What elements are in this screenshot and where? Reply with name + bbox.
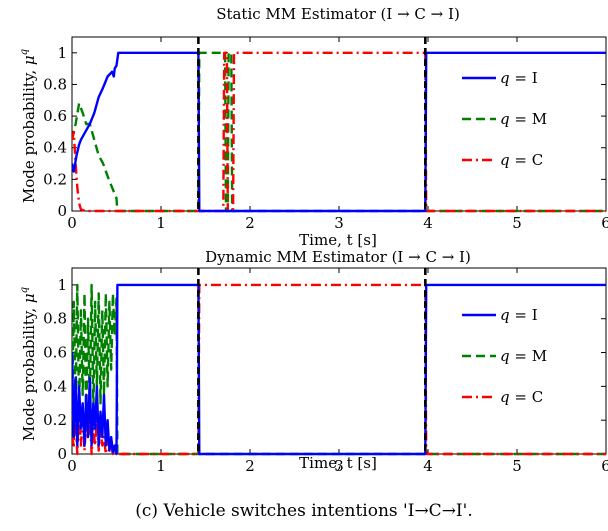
y-tick-label: 0.2: [43, 170, 67, 188]
y-tick-label: 1: [57, 44, 67, 62]
dynamic-y-axis-label-text: Mode probability, μq: [19, 287, 38, 441]
series-I-line: [72, 283, 606, 456]
legend-label-C: q = C: [500, 151, 543, 169]
x-tick-label: 1: [156, 214, 166, 232]
legend: q = I q = M q = C: [462, 69, 547, 169]
series-group: [72, 283, 606, 456]
y-tick-label: 0.4: [43, 377, 67, 395]
mu-symbol: μ: [20, 293, 38, 303]
x-tick-label: 2: [245, 214, 255, 232]
dynamic-x-axis-label: Time, t [s]: [299, 454, 377, 472]
legend-label-I: q = I: [500, 69, 538, 87]
y-tick-label: 0.4: [43, 139, 67, 157]
x-tick-label: 5: [512, 214, 522, 232]
x-tick-label: 6: [601, 457, 608, 475]
legend-label-M: q = M: [500, 347, 547, 365]
y-tick-label: 0: [57, 202, 67, 220]
dynamic-y-axis-label: Mode probability, μq: [19, 287, 38, 441]
y-tick-label: 0.8: [43, 310, 67, 328]
legend-label-C: q = C: [500, 388, 543, 406]
x-tick-label: 3: [334, 214, 344, 232]
static-y-axis-label-text: Mode probability, μq: [19, 49, 38, 203]
legend-label-M: q = M: [500, 110, 547, 128]
static-estimator-panel: Static MM Estimator (I → C → I) Mode pro…: [19, 5, 608, 249]
y-tick-label: 0: [57, 445, 67, 463]
static-chart-title: Static MM Estimator (I → C → I): [216, 5, 460, 23]
x-tick-label: 2: [245, 457, 255, 475]
figure-caption: (c) Vehicle switches intentions 'I→C→I'.: [135, 501, 473, 521]
x-tick-label: 0: [67, 214, 77, 232]
mu-symbol: μ: [20, 55, 38, 65]
series-M-line: [72, 283, 606, 456]
legend-label-I: q = I: [500, 306, 538, 324]
dynamic-chart-title: Dynamic MM Estimator (I → C → I): [205, 248, 471, 266]
dynamic-plot-area: 0 1 2 3 4 5 6 0 0.2 0.4 0.6 0.8 1 q = I q = M q = C: [43, 267, 608, 475]
series-C-line: [72, 51, 606, 213]
q-superscript: q: [19, 49, 30, 55]
q-superscript: q: [19, 287, 30, 293]
y-tick-label: 0.8: [43, 75, 67, 93]
series-C-line: [72, 283, 606, 456]
x-tick-label: 1: [156, 457, 166, 475]
static-y-axis-label: Mode probability, μq: [19, 49, 38, 203]
static-plot-area: 0 1 2 3 4 5 6 0 0.2 0.4 0.6 0.8 1 q = I q = M q = C: [43, 36, 608, 232]
x-tick-label: 4: [423, 214, 433, 232]
dynamic-estimator-panel: Dynamic MM Estimator (I → C → I) Mode pr…: [19, 248, 608, 475]
x-tick-label: 4: [423, 457, 433, 475]
series-M-line: [72, 51, 606, 213]
y-tick-label: 0.6: [43, 107, 67, 125]
x-tick-label: 6: [601, 214, 608, 232]
x-tick-label: 0: [67, 457, 77, 475]
x-tick-label: 3: [334, 457, 344, 475]
y-tick-label: 0.2: [43, 411, 67, 429]
static-x-axis-label: Time, t [s]: [299, 231, 377, 249]
x-tick-label: 5: [512, 457, 522, 475]
legend: q = I q = M q = C: [462, 306, 547, 406]
y-tick-label: 0.6: [43, 344, 67, 362]
y-tick-label: 1: [57, 276, 67, 294]
